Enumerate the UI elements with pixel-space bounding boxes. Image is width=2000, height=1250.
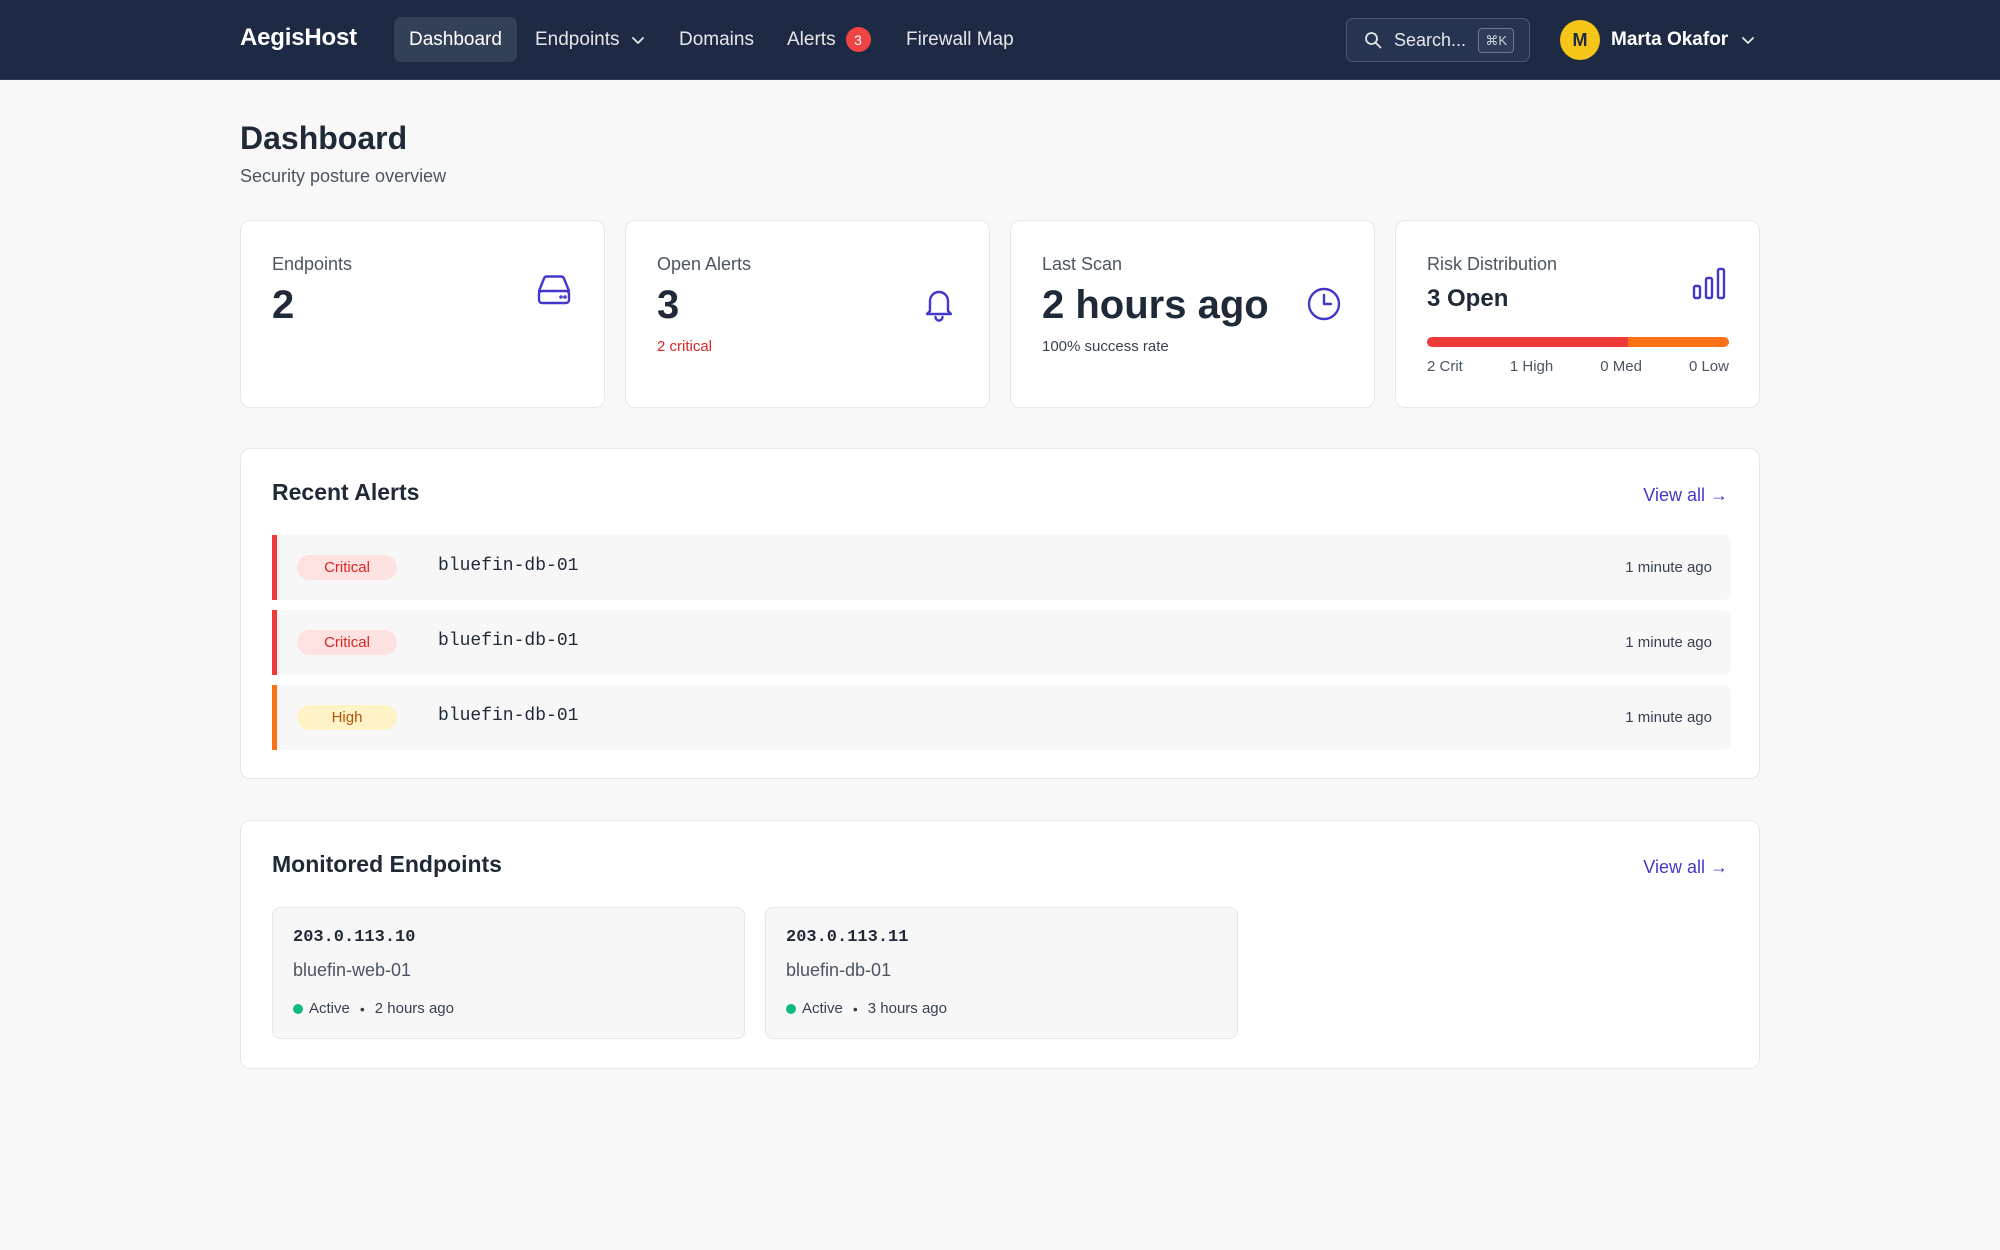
endpoint-ip: 203.0.113.11 — [786, 928, 909, 947]
nav-item-dashboard[interactable]: Dashboard — [394, 17, 517, 62]
alert-host: bluefin-db-01 — [438, 556, 579, 576]
search-shortcut: ⌘K — [1478, 28, 1514, 53]
risk-open-count: 3 Open — [1427, 285, 1509, 312]
risk-segment-critical — [1427, 337, 1629, 347]
user-name: Marta Okafor — [1611, 29, 1729, 50]
status-dot — [293, 1003, 303, 1014]
separator: • — [359, 1000, 365, 1017]
severity-badge: Critical — [297, 630, 397, 655]
stat-value: 2 — [272, 283, 295, 327]
view-all-endpoints-link[interactable]: View all → — [1643, 857, 1728, 877]
endpoint-card[interactable]: 203.0.113.11 bluefin-db-01 Active • 3 ho… — [765, 907, 1238, 1039]
brand-logo[interactable]: AegisHost — [240, 24, 357, 51]
bell-icon — [925, 290, 953, 322]
severity-indicator — [272, 610, 277, 675]
recent-alerts-panel: Recent Alerts View all → Critical bluefi… — [240, 448, 1760, 779]
alert-host: bluefin-db-01 — [438, 706, 579, 726]
clock-icon — [1307, 287, 1341, 321]
view-all-alerts-link[interactable]: View all → — [1643, 485, 1728, 505]
stat-card-open-alerts[interactable]: Open Alerts 3 2 critical — [625, 220, 990, 408]
user-menu[interactable]: M Marta Okafor — [1560, 20, 1756, 60]
page-title: Dashboard — [240, 120, 408, 156]
nav-item-domains[interactable]: Domains — [664, 17, 769, 62]
search-input[interactable]: Search... ⌘K — [1346, 18, 1530, 62]
severity-indicator — [272, 535, 277, 600]
stat-card-endpoints[interactable]: Endpoints 2 — [240, 220, 605, 408]
alert-time: 1 minute ago — [1625, 709, 1712, 726]
severity-indicator — [272, 685, 277, 750]
critical-count-text: 2 critical — [657, 338, 713, 355]
chevron-down-icon — [1742, 37, 1755, 44]
nav-item-label: Endpoints — [535, 28, 620, 50]
nav-item-alerts[interactable]: Alerts 3 — [772, 17, 886, 62]
nav-item-endpoints[interactable]: Endpoints — [520, 17, 661, 62]
alert-row[interactable]: Critical bluefin-db-01 1 minute ago — [272, 535, 1731, 600]
stat-label: Endpoints — [272, 254, 353, 274]
alerts-count-badge: 3 — [845, 27, 871, 52]
section-title: Monitored Endpoints — [272, 851, 502, 877]
endpoint-last-seen: 2 hours ago — [374, 1000, 454, 1017]
alert-time: 1 minute ago — [1625, 634, 1712, 651]
monitored-endpoints-panel: Monitored Endpoints View all → 203.0.113… — [240, 820, 1760, 1069]
nav-item-firewall-map[interactable]: Firewall Map — [891, 17, 1029, 62]
endpoint-status: Active — [802, 1000, 843, 1017]
top-navigation: AegisHost Dashboard Endpoints Domains Al… — [0, 0, 2000, 80]
endpoint-last-seen: 3 hours ago — [867, 1000, 947, 1017]
status-dot — [786, 1003, 796, 1014]
alert-row[interactable]: High bluefin-db-01 1 minute ago — [272, 685, 1731, 750]
nav-item-label: Firewall Map — [906, 28, 1014, 50]
endpoint-status: Active — [309, 1000, 350, 1017]
endpoint-ip: 203.0.113.10 — [293, 928, 416, 947]
page-subtitle: Security posture overview — [240, 166, 447, 186]
bar-chart-icon — [1692, 267, 1726, 300]
nav-item-label: Domains — [679, 28, 754, 50]
stat-card-last-scan[interactable]: Last Scan 2 hours ago 100% success rate — [1010, 220, 1375, 408]
endpoint-meta: Active • 3 hours ago — [786, 1000, 947, 1017]
stat-label: Open Alerts — [657, 254, 752, 274]
risk-label-low: 0 Low — [1688, 358, 1729, 375]
hard-drive-icon — [537, 275, 571, 305]
separator: • — [852, 1000, 858, 1017]
alert-time: 1 minute ago — [1625, 559, 1712, 576]
endpoint-meta: Active • 2 hours ago — [293, 1000, 454, 1017]
alert-row[interactable]: Critical bluefin-db-01 1 minute ago — [272, 610, 1731, 675]
stat-value: 2 hours ago — [1042, 283, 1269, 327]
risk-label-critical: 2 Crit — [1427, 358, 1463, 375]
search-placeholder: Search... — [1394, 29, 1467, 50]
risk-distribution-bar — [1427, 337, 1729, 347]
stat-label: Last Scan — [1042, 254, 1123, 274]
section-title: Recent Alerts — [272, 479, 420, 505]
stat-value: 3 — [657, 283, 680, 327]
endpoint-name: bluefin-web-01 — [293, 960, 412, 980]
alert-host: bluefin-db-01 — [438, 631, 579, 651]
avatar: M — [1560, 20, 1600, 60]
nav-item-label: Dashboard — [409, 28, 502, 50]
risk-legend: 2 Crit 1 High 0 Med 0 Low — [1427, 358, 1729, 375]
risk-label-high: 1 High — [1509, 358, 1554, 375]
nav-item-label: Alerts — [787, 28, 836, 50]
success-rate-text: 100% success rate — [1042, 338, 1169, 355]
chevron-down-icon — [631, 36, 644, 44]
severity-badge: Critical — [297, 555, 397, 580]
stat-label: Risk Distribution — [1427, 254, 1558, 274]
stat-card-risk-distribution[interactable]: Risk Distribution 3 Open 2 Crit 1 High 0… — [1395, 220, 1760, 408]
search-icon — [1365, 32, 1382, 49]
risk-label-medium: 0 Med — [1600, 358, 1642, 375]
endpoint-card[interactable]: 203.0.113.10 bluefin-web-01 Active • 2 h… — [272, 907, 745, 1039]
risk-segment-high — [1628, 337, 1729, 347]
endpoint-name: bluefin-db-01 — [786, 960, 892, 980]
severity-badge: High — [297, 705, 397, 730]
